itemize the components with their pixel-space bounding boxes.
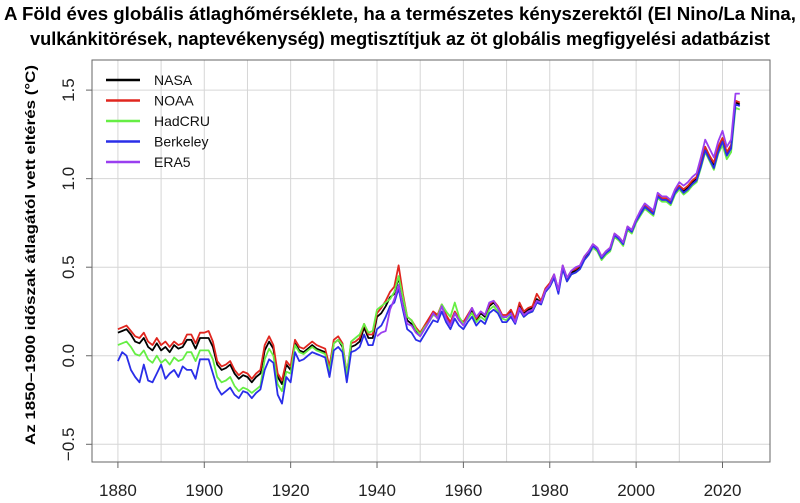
legend: NASA NOAA HadCRU Berkeley ERA5 [106, 72, 210, 170]
y-tick-label: −0.5 [59, 428, 78, 462]
legend-label-berkeley: Berkeley [154, 134, 208, 150]
chart-title-line-1: A Föld éves globális átlaghőmérséklete, … [4, 4, 796, 24]
x-tick-label: 2020 [704, 481, 742, 500]
series-line-era5 [376, 92, 740, 338]
y-tick-label: 1.0 [59, 167, 78, 191]
series-line-hadcru [117, 106, 741, 394]
axes: 1880 1900 1920 1940 1960 1980 2000 2020 −0.5 0.0 0… [59, 78, 741, 500]
y-tick-label: 0.5 [59, 255, 78, 279]
grid [92, 60, 770, 462]
series-line-nasa [117, 101, 741, 386]
x-tick-label: 1920 [272, 481, 310, 500]
x-tick-label: 1880 [99, 481, 137, 500]
x-tick-label: 1980 [531, 481, 569, 500]
x-tick-label: 1960 [444, 481, 482, 500]
y-axis-label: Az 1850–1900 időszak átlagától vett elté… [22, 65, 38, 445]
series-line-noaa [117, 99, 741, 382]
x-tick-label: 2000 [617, 481, 655, 500]
x-tick-label: 1940 [358, 481, 396, 500]
y-tick-label: 1.5 [59, 78, 78, 102]
series-line-berkeley [117, 103, 741, 405]
legend-label-era5: ERA5 [154, 154, 191, 170]
y-tick-label: 0.0 [59, 344, 78, 368]
series-lines [117, 92, 741, 405]
legend-label-noaa: NOAA [154, 93, 194, 109]
legend-label-nasa: NASA [154, 72, 193, 88]
plot-frame [91, 59, 771, 463]
legend-label-hadcru: HadCRU [154, 113, 210, 129]
x-tick-label: 1900 [185, 481, 223, 500]
chart-title-line-2: vulkánkitörések, naptevékenység) megtisz… [30, 29, 770, 49]
